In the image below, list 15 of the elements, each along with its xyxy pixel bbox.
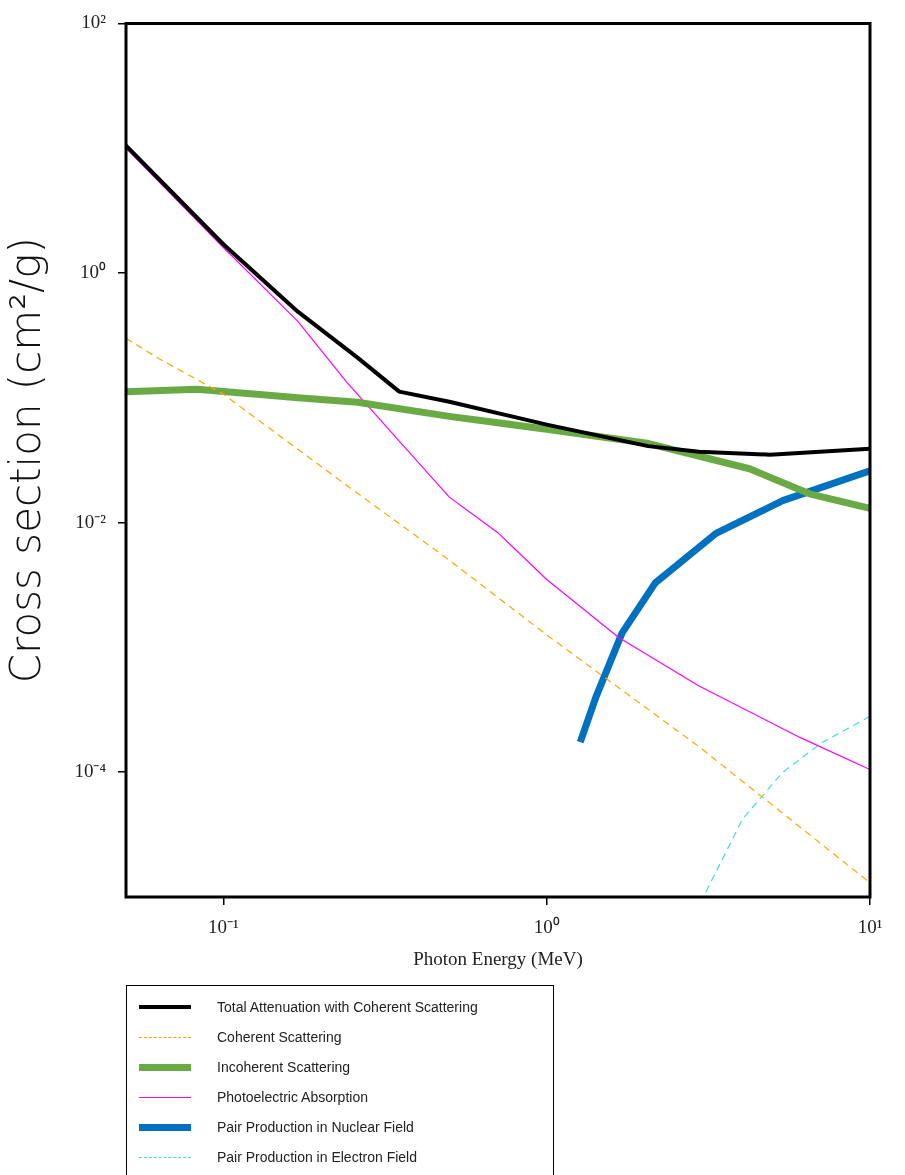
y-tick-label: 10⁻⁴ (74, 760, 107, 782)
legend-label: Incoherent Scattering (217, 1059, 351, 1075)
legend-label: Pair Production in Nuclear Field (217, 1119, 414, 1135)
y-axis-title: Cross section (cm²/g) (1, 237, 51, 684)
legend-label: Coherent Scattering (217, 1029, 342, 1045)
x-tick-label: 10¹ (857, 916, 883, 938)
x-tick-label: 10⁻¹ (207, 916, 239, 938)
y-tick-label: 10² (81, 11, 107, 33)
y-tick-label: 10⁰ (80, 260, 106, 282)
x-axis-title: Photon Energy (MeV) (413, 947, 583, 970)
legend-label: Total Attenuation with Coherent Scattering (217, 999, 478, 1015)
y-tick-label: 10⁻² (75, 510, 107, 532)
legend-label: Pair Production in Electron Field (217, 1149, 417, 1165)
x-tick-label: 10⁰ (533, 916, 560, 938)
legend-label: Photoelectric Absorption (217, 1089, 368, 1105)
